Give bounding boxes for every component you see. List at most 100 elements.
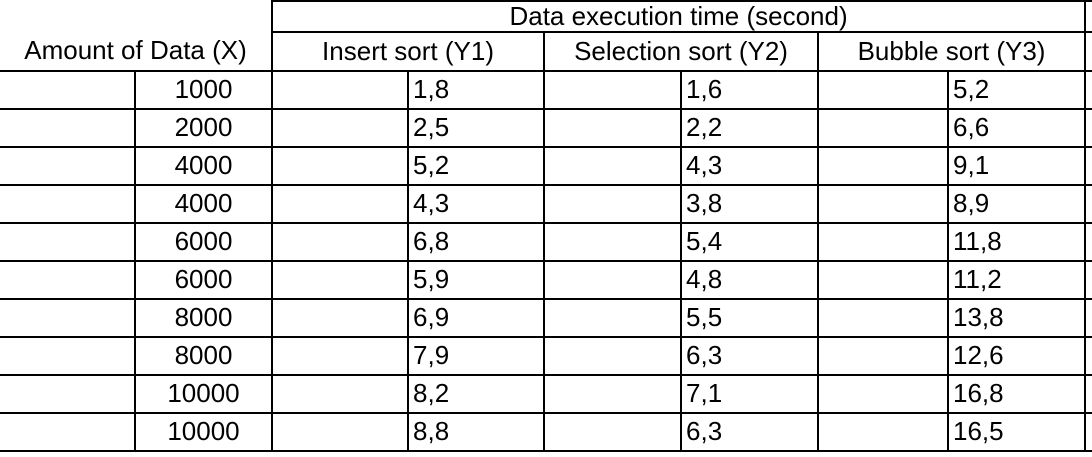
spacer-cell: [817, 221, 950, 262]
spacer-cell: [543, 107, 683, 148]
bubble-sort-value-cell: 13,8: [947, 297, 1087, 338]
spacer-cell: [543, 411, 683, 452]
spacer-cell: [0, 145, 136, 186]
table-header: Amount of Data (X) Data execution time (…: [0, 0, 1092, 72]
header-row-series: Insert sort (Y1) Selection sort (Y2) Bub…: [0, 30, 1092, 72]
amount-of-data-cell: 10000: [133, 373, 274, 414]
table-row: 10000 8,8 6,3 16,5: [0, 411, 1092, 452]
table-row: 2000 2,5 2,2 6,6: [0, 107, 1092, 148]
amount-of-data-cell: 10000: [133, 411, 274, 452]
amount-of-data-cell: 8000: [133, 335, 274, 376]
gridline-stub: [1084, 0, 1092, 33]
spacer-cell: [271, 183, 410, 224]
spacer-cell: [817, 145, 950, 186]
insert-sort-value-cell: 6,8: [407, 221, 546, 262]
amount-of-data-cell: 6000: [133, 259, 274, 300]
bubble-sort-value-cell: 8,9: [947, 183, 1087, 224]
selection-sort-value-cell: 1,6: [680, 69, 820, 110]
spacer-cell: [543, 335, 683, 376]
spacer-cell: [817, 259, 950, 300]
insert-sort-value-cell: 8,2: [407, 373, 546, 414]
bubble-sort-value-cell: 16,8: [947, 373, 1087, 414]
selection-sort-value-cell: 6,3: [680, 411, 820, 452]
spacer-cell: [0, 107, 136, 148]
spacer-cell: [817, 183, 950, 224]
selection-sort-value-cell: 4,3: [680, 145, 820, 186]
spacer-cell: [0, 335, 136, 376]
spacer-cell: [543, 259, 683, 300]
column-group-header-execution-time: Data execution time (second): [271, 0, 1087, 33]
spacer-cell: [271, 335, 410, 376]
spacer-cell: [0, 69, 136, 110]
insert-sort-value-cell: 2,5: [407, 107, 546, 148]
table-row: 10000 8,2 7,1 16,8: [0, 373, 1092, 414]
spacer-cell: [543, 221, 683, 262]
gridline-stub: [1084, 145, 1092, 186]
table-row: 1000 1,8 1,6 5,2: [0, 69, 1092, 110]
column-header-insert-sort: Insert sort (Y1): [271, 30, 546, 72]
spacer-cell: [0, 221, 136, 262]
selection-sort-value-cell: 5,4: [680, 221, 820, 262]
column-header-selection-sort: Selection sort (Y2): [543, 30, 820, 72]
spacer-cell: [271, 297, 410, 338]
selection-sort-value-cell: 6,3: [680, 335, 820, 376]
header-row-group: Amount of Data (X) Data execution time (…: [0, 0, 1092, 72]
spacer-cell: [271, 69, 410, 110]
spacer-cell: [543, 145, 683, 186]
insert-sort-value-cell: 5,9: [407, 259, 546, 300]
insert-sort-value-cell: 6,9: [407, 297, 546, 338]
table-row: 8000 7,9 6,3 12,6: [0, 335, 1092, 376]
spacer-cell: [817, 69, 950, 110]
amount-of-data-cell: 8000: [133, 297, 274, 338]
gridline-stub: [1084, 107, 1092, 148]
insert-sort-value-cell: 5,2: [407, 145, 546, 186]
amount-of-data-cell: 6000: [133, 221, 274, 262]
bubble-sort-value-cell: 11,2: [947, 259, 1087, 300]
spacer-cell: [271, 145, 410, 186]
insert-sort-value-cell: 1,8: [407, 69, 546, 110]
gridline-stub: [1084, 221, 1092, 262]
spacer-cell: [817, 373, 950, 414]
table-row: 6000 6,8 5,4 11,8: [0, 221, 1092, 262]
amount-of-data-cell: 1000: [133, 69, 274, 110]
table-body: 1000 1,8 1,6 5,2 2000 2,5 2,2 6,6 4000 5…: [0, 69, 1092, 452]
gridline-stub: [1084, 259, 1092, 300]
selection-sort-value-cell: 2,2: [680, 107, 820, 148]
spacer-cell: [543, 69, 683, 110]
bubble-sort-value-cell: 11,8: [947, 221, 1087, 262]
table-row: 4000 4,3 3,8 8,9: [0, 183, 1092, 224]
table-row: 4000 5,2 4,3 9,1: [0, 145, 1092, 186]
gridline-stub: [1084, 335, 1092, 376]
spacer-cell: [0, 259, 136, 300]
bubble-sort-value-cell: 9,1: [947, 145, 1087, 186]
spacer-cell: [817, 335, 950, 376]
spacer-cell: [271, 373, 410, 414]
spacer-cell: [817, 411, 950, 452]
column-header-amount-of-data: Amount of Data (X): [0, 1, 274, 72]
spacer-cell: [0, 183, 136, 224]
bubble-sort-value-cell: 16,5: [947, 411, 1087, 452]
table-row: 8000 6,9 5,5 13,8: [0, 297, 1092, 338]
bubble-sort-value-cell: 5,2: [947, 69, 1087, 110]
gridline-stub: [1084, 297, 1092, 338]
insert-sort-value-cell: 7,9: [407, 335, 546, 376]
spacer-cell: [271, 221, 410, 262]
spacer-cell: [0, 297, 136, 338]
spacer-cell: [0, 411, 136, 452]
spacer-cell: [817, 107, 950, 148]
gridline-stub: [1084, 183, 1092, 224]
gridline-stub: [1084, 69, 1092, 110]
spacer-cell: [817, 297, 950, 338]
spacer-cell: [271, 107, 410, 148]
spacer-cell: [543, 373, 683, 414]
insert-sort-value-cell: 8,8: [407, 411, 546, 452]
amount-of-data-cell: 4000: [133, 145, 274, 186]
gridline-stub: [1084, 411, 1092, 452]
selection-sort-value-cell: 4,8: [680, 259, 820, 300]
spacer-cell: [543, 297, 683, 338]
amount-of-data-cell: 4000: [133, 183, 274, 224]
selection-sort-value-cell: 7,1: [680, 373, 820, 414]
amount-of-data-cell: 2000: [133, 107, 274, 148]
selection-sort-value-cell: 5,5: [680, 297, 820, 338]
